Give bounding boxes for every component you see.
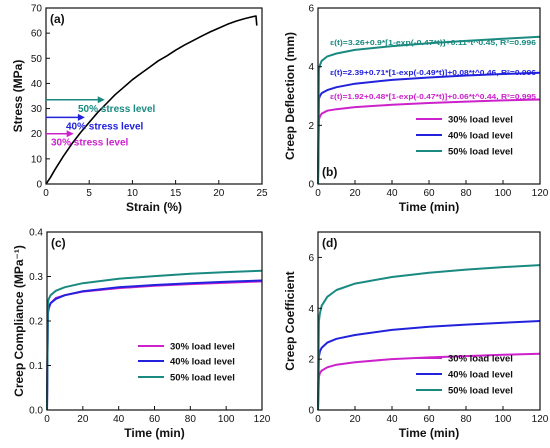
plot-frame: [45, 7, 263, 185]
y-tick-label: 0: [36, 180, 42, 191]
annotation-text: 40% stress level: [66, 121, 144, 132]
x-tick-label: 120: [254, 414, 271, 425]
y-tick-label: 0.4: [29, 228, 43, 239]
panel-d: 0 20 40 60 80 100 120 0 2 4 6 Time (min) Creep Coeff…: [283, 231, 549, 440]
series-line-30-load-level: [317, 352, 541, 411]
x-tick-label: 0: [315, 414, 321, 425]
y-tick-label: 50: [31, 54, 43, 65]
x-tick-label: 20: [77, 414, 89, 425]
y-tick-label: 4: [308, 62, 314, 73]
x-tick-label: 10: [127, 188, 139, 199]
y-tick-label: 2: [308, 355, 314, 366]
x-tick-label: 25: [256, 188, 268, 199]
legend-label: 50% load level: [448, 386, 513, 397]
panel-label: (d): [322, 236, 337, 250]
legend-label: 30% load level: [170, 342, 235, 353]
y-tick-label: 0: [308, 180, 314, 191]
legend-label: 50% load level: [448, 147, 513, 158]
x-axis-label: Strain (%): [126, 200, 182, 214]
x-tick-label: 20: [213, 188, 225, 199]
y-tick-label: 40: [31, 79, 43, 90]
model-equation: ε(t)=1.92+0.48*[1-exp(-0.47*t)]+0.06*t^0…: [330, 93, 536, 101]
annotation-text: 30% stress level: [51, 138, 129, 149]
x-tick-label: 80: [185, 414, 197, 425]
model-equation: ε(t)=3.26+0.9*[1-exp(-0.47*t)]+0.11*t^0.…: [330, 39, 536, 47]
y-tick-label: 0: [308, 406, 314, 417]
x-tick-label: 100: [495, 414, 512, 425]
series-line-40-load-level: [317, 320, 541, 411]
annotation-arrow-head: [77, 113, 85, 121]
series-line-50-load-level: [317, 35, 541, 185]
legend-label: 50% load level: [170, 373, 235, 384]
x-axis-label: Time (min): [124, 426, 184, 440]
x-tick-label: 40: [113, 414, 125, 425]
x-tick-label: 40: [386, 188, 398, 199]
x-tick-label: 0: [315, 188, 321, 199]
legend-label: 30% load level: [448, 115, 513, 126]
y-tick-label: 0.0: [29, 406, 43, 417]
plot-frame: [317, 231, 541, 411]
y-tick-label: 2: [308, 121, 314, 132]
x-tick-label: 0: [43, 188, 49, 199]
series-line-40-load-level: [317, 71, 541, 185]
x-tick-label: 100: [495, 188, 512, 199]
legend-label: 40% load level: [448, 370, 513, 381]
y-tick-label: 0.1: [29, 361, 43, 372]
y-tick-label: 4: [308, 304, 314, 315]
y-tick-label: 70: [31, 4, 43, 15]
y-axis-label: Stress (MPa): [11, 60, 25, 133]
x-tick-label: 0: [44, 414, 50, 425]
panel-c: 0 20 40 60 80 100 120 0.0 0.1 0.2 0.3 0.4 Time (min)…: [12, 228, 271, 441]
series-line-stress-strain: [45, 15, 258, 185]
x-tick-label: 120: [532, 414, 549, 425]
y-tick-label: 0.3: [29, 272, 43, 283]
y-tick-label: 0.2: [29, 317, 43, 328]
panel-a: 0 5 10 15 20 25 0 10 20 30 40 50 60 70 Strain (%) Stres…: [11, 4, 268, 215]
series-line-50-load-level: [46, 269, 263, 411]
y-axis-label: Creep Coefficient: [283, 271, 297, 370]
y-tick-label: 30: [31, 104, 43, 115]
panel-label: (c): [51, 236, 66, 250]
legend-label: 40% load level: [448, 131, 513, 142]
y-tick-label: 10: [31, 154, 43, 165]
x-tick-label: 80: [460, 188, 472, 199]
annotation-arrow-head: [66, 130, 74, 138]
model-equation: ε(t)=2.39+0.71*[1-exp(-0.49*t)]+0.08*t^0…: [330, 69, 536, 77]
y-tick-label: 6: [308, 253, 314, 264]
x-axis-label: Time (min): [399, 426, 459, 440]
y-axis-label: Creep Compliance (MPa⁻¹): [12, 245, 26, 397]
panel-label: (b): [322, 165, 337, 179]
series-line-30-load-level: [317, 98, 541, 185]
x-tick-label: 20: [349, 414, 361, 425]
x-tick-label: 60: [423, 188, 435, 199]
x-tick-label: 60: [149, 414, 161, 425]
x-axis-label: Time (min): [399, 200, 459, 214]
x-tick-label: 120: [532, 188, 549, 199]
x-tick-label: 80: [460, 414, 472, 425]
x-tick-label: 60: [423, 414, 435, 425]
y-tick-label: 20: [31, 129, 43, 140]
series-line-50-load-level: [317, 264, 541, 411]
legend-label: 40% load level: [170, 357, 235, 368]
x-tick-label: 5: [86, 188, 92, 199]
y-axis-label: Creep Deflection (mm): [283, 32, 297, 160]
annotation-arrow-head: [97, 96, 105, 104]
y-tick-label: 60: [31, 29, 43, 40]
x-tick-label: 15: [170, 188, 182, 199]
legend-label: 30% load level: [448, 354, 513, 365]
y-tick-label: 6: [308, 4, 314, 15]
x-tick-label: 100: [218, 414, 235, 425]
annotation-text: 50% stress level: [78, 104, 156, 115]
x-tick-label: 20: [349, 188, 361, 199]
x-tick-label: 40: [386, 414, 398, 425]
panel-b: 0 20 40 60 80 100 120 0 2 4 6 Time (min) Creep Defle…: [283, 4, 549, 215]
panel-label: (a): [50, 12, 65, 26]
